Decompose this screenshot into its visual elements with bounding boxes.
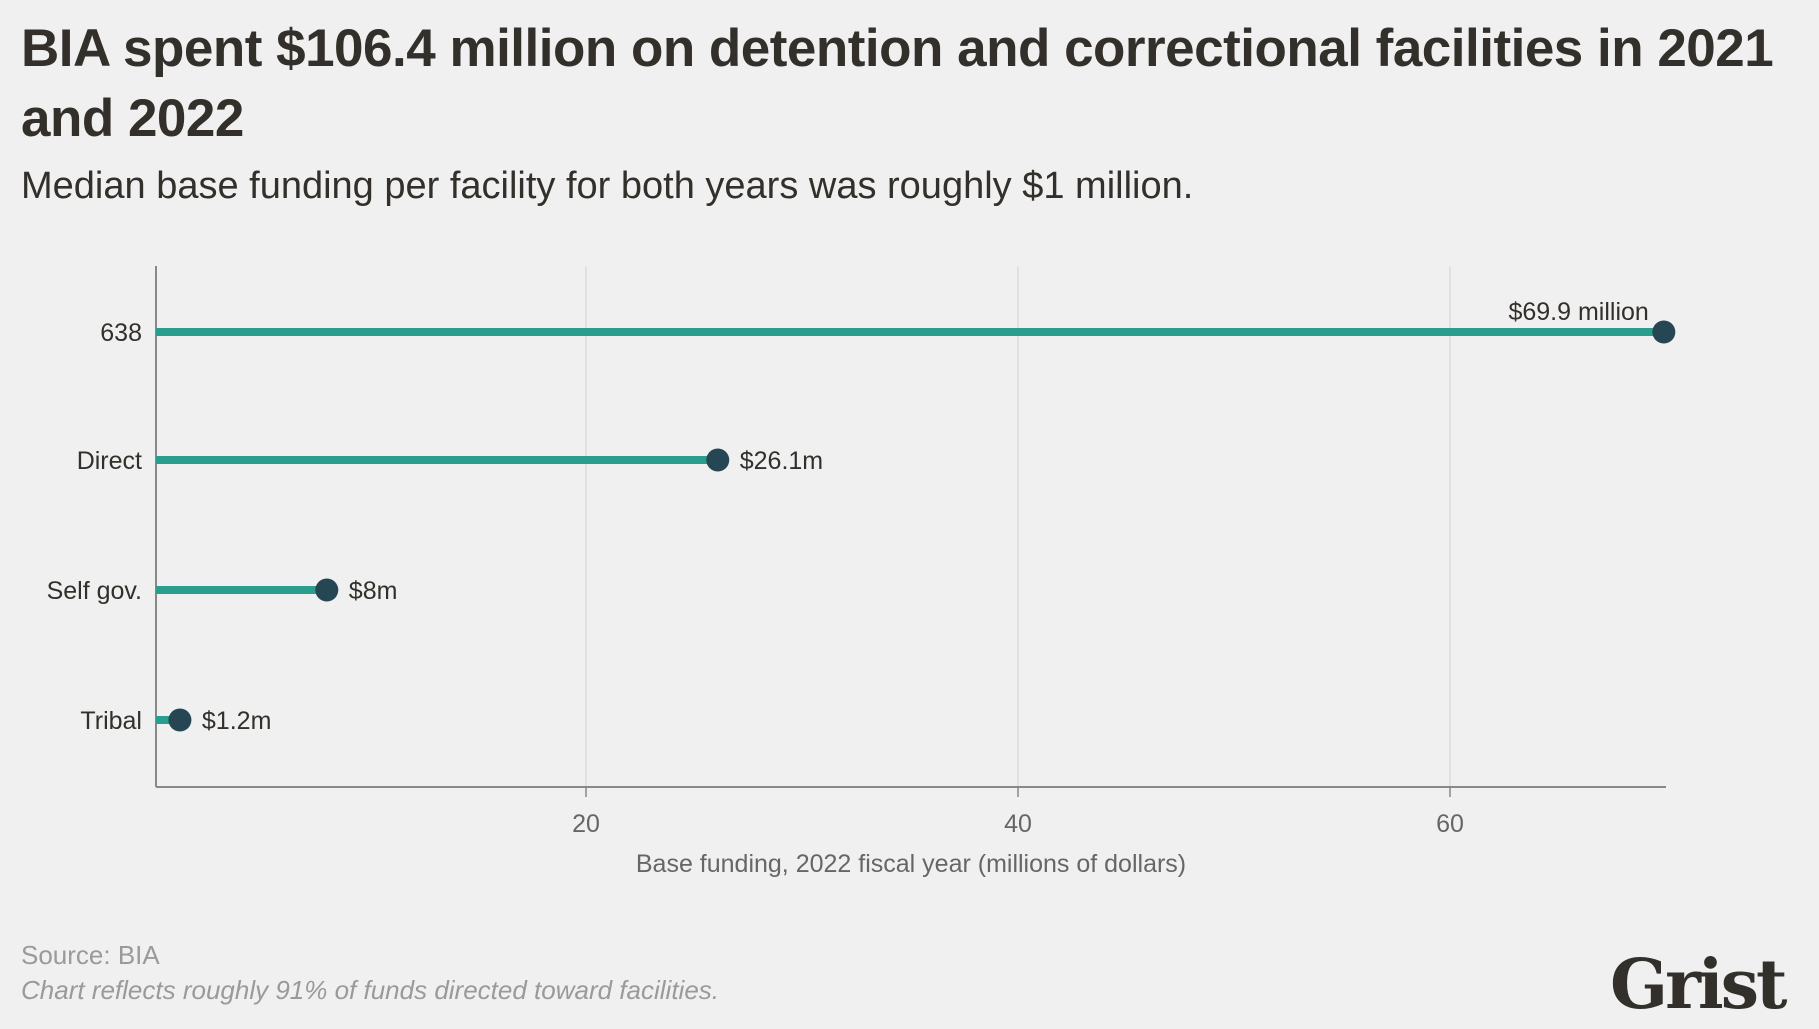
category-label: 638 [100,319,142,347]
lollipop-dot [168,708,192,732]
chart: 20 40 60 638 $69.9 million Direct $26.1m Self … [47,266,1676,878]
chart-title: BIA spent $106.4 million on detention an… [21,19,1774,148]
data-label: $69.9 million [1508,298,1648,326]
lollipop-dot [706,448,730,472]
lollipop-row: Self gov. $8m [47,577,398,605]
gridlines [585,266,1451,787]
lollipop-row: 638 $69.9 million [100,298,1676,347]
data-label: $26.1m [740,447,823,475]
category-label: Direct [77,447,142,475]
lollipop-row: Tribal $1.2m [80,707,271,735]
data-label: $8m [349,577,398,605]
x-tick-label: 60 [1436,810,1464,838]
lollipop-dot [1652,320,1676,344]
data-label: $1.2m [202,707,271,735]
lollipop-rows: 638 $69.9 million Direct $26.1m Self gov. $8m… [47,298,1676,735]
lollipop-dot [315,578,339,602]
category-label: Tribal [80,707,142,735]
x-tick-label: 40 [1004,810,1032,838]
grist-logo: Grist [1610,945,1787,1025]
footnote: Chart reflects roughly 91% of funds dire… [21,975,720,1005]
lollipop-row: Direct $26.1m [77,447,823,475]
x-ticks: 20 40 60 [572,787,1464,838]
category-label: Self gov. [47,577,142,605]
x-tick-label: 20 [572,810,600,838]
chart-subtitle: Median base funding per facility for bot… [21,165,1194,207]
source-note: Source: BIA [21,940,160,970]
x-axis-label: Base funding, 2022 fiscal year (millions… [636,850,1186,878]
